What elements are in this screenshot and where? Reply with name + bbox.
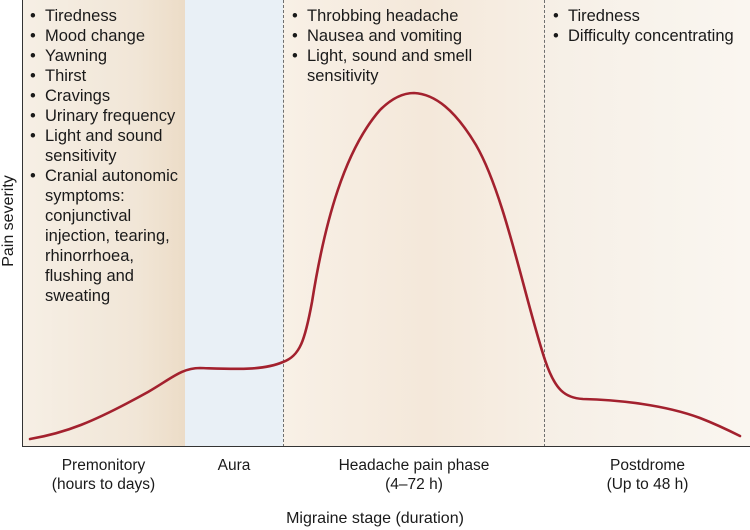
- stage-label-postdrome: Postdrome (Up to 48 h): [545, 456, 750, 494]
- symptom-item: Yawning: [30, 46, 180, 66]
- stage-name: Premonitory: [61, 457, 146, 474]
- x-axis-label: Migraine stage (duration): [286, 510, 464, 527]
- symptom-item: Urinary frequency: [30, 106, 180, 126]
- stage-label-headache: Headache pain phase (4–72 h): [283, 456, 545, 494]
- headache-symptom-list: Throbbing headache Nausea and vomiting L…: [292, 6, 540, 86]
- stage-label-aura: Aura: [185, 456, 283, 475]
- symptom-item: Difficulty concentrating: [553, 26, 745, 46]
- stage-label-premonitory: Premonitory (hours to days): [22, 456, 185, 494]
- stage-name: Aura: [217, 457, 251, 474]
- symptom-item: Tiredness: [553, 6, 745, 26]
- stage-divider: [283, 0, 284, 447]
- symptom-item: Mood change: [30, 26, 180, 46]
- y-axis-label: Pain severity: [0, 175, 17, 267]
- symptom-item: Throbbing headache: [292, 6, 540, 26]
- stage-duration: (4–72 h): [385, 476, 443, 493]
- stage-duration: (hours to days): [51, 476, 156, 493]
- symptom-item: Cravings: [30, 86, 180, 106]
- postdrome-region: [545, 0, 750, 447]
- symptom-item: Cranial autonomic symptoms: conjunctival…: [30, 166, 180, 306]
- pain-severity-curve: [28, 91, 742, 441]
- y-axis-line: [22, 0, 23, 447]
- stage-name: Headache pain phase: [338, 457, 490, 474]
- stage-duration: (Up to 48 h): [606, 476, 689, 493]
- stage-name: Postdrome: [610, 457, 685, 474]
- symptom-item: Light and sound sensitivity: [30, 126, 180, 166]
- symptom-item: Nausea and vomiting: [292, 26, 540, 46]
- aura-region: [185, 0, 283, 447]
- premonitory-symptom-list: Tiredness Mood change Yawning Thirst Cra…: [30, 6, 180, 306]
- stage-divider: [544, 0, 545, 447]
- symptom-item: Light, sound and smell sensitivity: [292, 46, 540, 86]
- x-axis-line: [22, 446, 750, 447]
- symptom-item: Thirst: [30, 66, 180, 86]
- postdrome-symptom-list: Tiredness Difficulty concentrating: [553, 6, 745, 46]
- symptom-item: Tiredness: [30, 6, 180, 26]
